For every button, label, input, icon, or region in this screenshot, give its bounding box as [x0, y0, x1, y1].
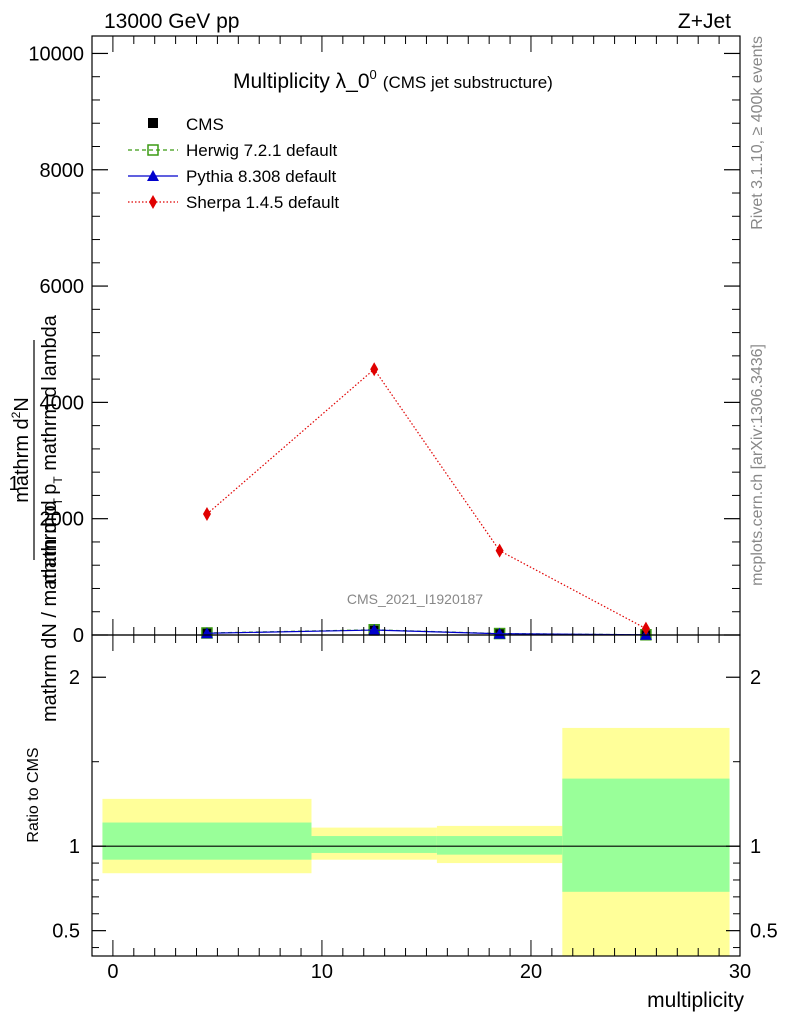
main-ytick-label-1: 2000 [40, 509, 85, 531]
legend-marker-herwig [147, 144, 159, 156]
ratio-band-inner-1 [311, 836, 437, 853]
xtick-label-2: 20 [520, 961, 542, 983]
x-axis-label: multiplicity [647, 989, 744, 1012]
xtick-label-0: 0 [107, 961, 118, 983]
series-3-point-2 [495, 543, 504, 558]
main-ytick-label-0: 0 [73, 625, 84, 647]
ylabel-numerator: mathrm d2N [9, 397, 33, 503]
ratio-frame [91, 634, 741, 957]
main-ytick-label-2: 4000 [40, 392, 85, 414]
ylabel-prefactor-denominator: mathrm dN / mathrm d pT [39, 497, 65, 722]
legend-label-herwig: Herwig 7.2.1 default [186, 141, 337, 160]
xtick-label-3: 30 [729, 961, 751, 983]
ratio-ytick-label-right-0: 0.5 [750, 921, 778, 943]
ratio-plot-panel: 0.5 0.51 12 20 10 20 30 Ratio to CMS multiplic… [25, 36, 778, 1012]
ratio-band-inner-0 [102, 822, 312, 860]
series-2-point-1 [368, 624, 381, 636]
legend-label-sherpa: Sherpa 1.4.5 default [186, 193, 339, 212]
main-axis-ticks: 0 2000 4000 6000 8000 10000 [28, 43, 740, 647]
ratio-axis-ticks: 0.5 0.51 12 20 10 20 30 [52, 36, 778, 983]
legend-marker-cms [148, 118, 158, 128]
series-3-point-3 [641, 621, 650, 636]
series-3-point-0 [202, 507, 211, 522]
ratio-ytick-label-left-1: 1 [69, 836, 80, 858]
ratio-ytick-label-right-2: 2 [750, 667, 761, 689]
main-y-axis-label: mathrm d2N mathrm d pT mathrm d lambda 1… [8, 314, 65, 722]
main-plot-panel: 0 2000 4000 6000 8000 10000 Multiplicity λ_00… [28, 35, 741, 647]
ratio-band-inner-2 [436, 836, 563, 855]
legend-marker-sherpa [149, 195, 157, 209]
process-label: Z+Jet [678, 10, 731, 33]
xtick-label-1: 10 [311, 961, 333, 983]
analysis-id-label: CMS_2021_I1920187 [347, 591, 483, 607]
series-line-3 [206, 368, 647, 630]
ratio-bands-group [102, 727, 730, 956]
ylabel-denominator: mathrm d pT mathrm d lambda [39, 314, 65, 585]
chart-title: Multiplicity λ_00 (CMS jet substructure) [233, 67, 553, 93]
ratio-ytick-label-left-2: 2 [69, 667, 80, 689]
ratio-band-inner-3 [562, 778, 730, 892]
legend-marker-pythia [147, 170, 159, 181]
legend-item-herwig: Herwig 7.2.1 default [128, 141, 337, 160]
series-3-point-1 [370, 362, 379, 377]
series-2-point-2 [493, 627, 506, 639]
legend-label-pythia: Pythia 8.308 default [186, 167, 337, 186]
legend-item-cms: CMS [148, 115, 224, 134]
main-ytick-label-3: 6000 [40, 276, 85, 298]
ratio-y-label: Ratio to CMS [25, 747, 42, 842]
legend-item-pythia: Pythia 8.308 default [128, 167, 337, 186]
main-ytick-label-4: 8000 [40, 160, 85, 182]
legend: CMS Herwig 7.2.1 default Pythia 8.308 de… [128, 115, 339, 212]
ratio-ytick-label-left-0: 0.5 [52, 921, 80, 943]
legend-item-sherpa: Sherpa 1.4.5 default [128, 193, 339, 212]
energy-label: 13000 GeV pp [104, 10, 239, 33]
main-ytick-label-5: 10000 [28, 43, 84, 65]
rivet-label: Rivet 3.1.10, ≥ 400k events [749, 36, 766, 230]
legend-label-cms: CMS [186, 115, 224, 134]
mcplots-label: mcplots.cern.ch [arXiv:1306.3436] [749, 344, 766, 586]
ratio-ytick-label-right-1: 1 [750, 836, 761, 858]
ylabel-prefactor: 1 [8, 473, 19, 495]
